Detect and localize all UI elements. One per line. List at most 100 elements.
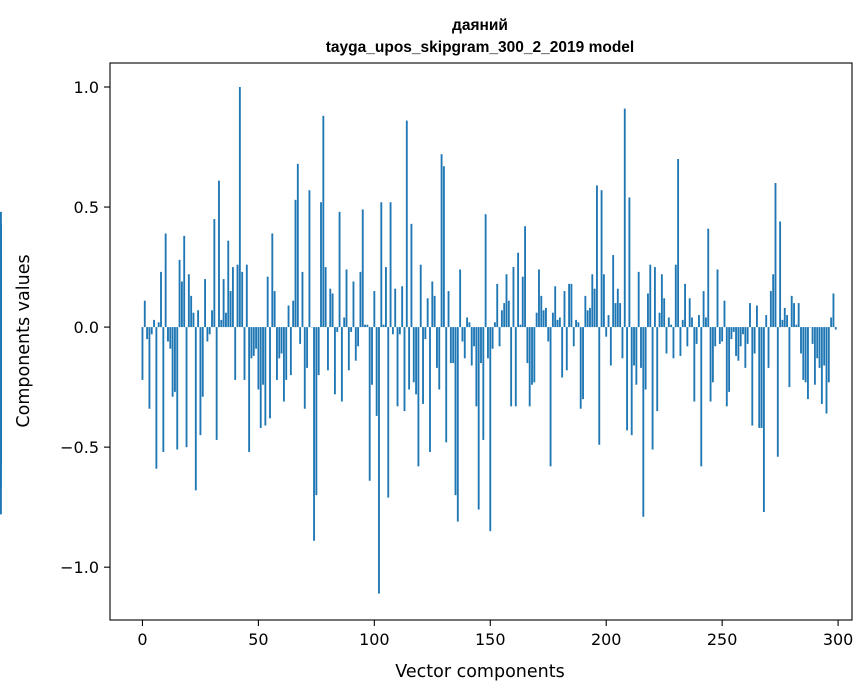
bar bbox=[227, 240, 230, 328]
bar bbox=[385, 267, 387, 328]
bar bbox=[568, 283, 571, 328]
bar bbox=[830, 317, 833, 328]
bar bbox=[333, 327, 336, 395]
bar bbox=[204, 279, 206, 328]
bar bbox=[500, 310, 503, 328]
bar bbox=[565, 327, 568, 371]
bar bbox=[679, 327, 682, 356]
bar bbox=[236, 264, 239, 328]
bar bbox=[647, 293, 649, 328]
chart-title-line-1: даяний bbox=[452, 17, 508, 34]
bar bbox=[762, 327, 765, 512]
bar bbox=[327, 327, 329, 371]
bar bbox=[352, 281, 355, 328]
bar bbox=[218, 180, 220, 328]
bar bbox=[271, 233, 274, 328]
bar bbox=[155, 327, 158, 469]
bar bbox=[584, 295, 587, 328]
bar bbox=[222, 279, 225, 328]
bar bbox=[257, 327, 260, 390]
bar bbox=[684, 283, 686, 328]
bar bbox=[816, 327, 819, 359]
y-tick-label: 0.5 bbox=[74, 198, 99, 217]
bar bbox=[255, 327, 258, 349]
bar bbox=[329, 288, 332, 328]
bar bbox=[656, 327, 659, 412]
bar bbox=[394, 288, 397, 328]
bar bbox=[487, 327, 489, 359]
y-axis-label: Components values bbox=[14, 254, 34, 427]
bar bbox=[276, 327, 278, 380]
bar bbox=[477, 327, 480, 510]
bar bbox=[482, 327, 485, 440]
bar bbox=[289, 327, 292, 376]
bar bbox=[491, 327, 494, 349]
bar bbox=[176, 327, 179, 450]
bar bbox=[178, 259, 181, 328]
bar bbox=[776, 327, 779, 457]
bar bbox=[324, 267, 327, 328]
bar bbox=[208, 327, 211, 335]
bar bbox=[171, 327, 174, 397]
bar bbox=[577, 322, 580, 328]
bar bbox=[336, 327, 339, 332]
bar bbox=[285, 327, 288, 380]
bar bbox=[489, 327, 492, 532]
bar bbox=[180, 281, 183, 328]
bar bbox=[403, 327, 406, 412]
bar bbox=[591, 274, 594, 328]
bar bbox=[517, 252, 520, 328]
bar bbox=[0, 327, 2, 464]
bar bbox=[795, 324, 798, 328]
bar bbox=[533, 327, 536, 383]
bar bbox=[593, 288, 596, 328]
bar bbox=[429, 327, 431, 452]
bar bbox=[197, 310, 200, 328]
bar bbox=[674, 264, 677, 328]
bar bbox=[141, 327, 144, 380]
bar bbox=[456, 327, 459, 522]
bar bbox=[338, 211, 341, 328]
bar bbox=[278, 327, 281, 359]
bar bbox=[693, 327, 696, 402]
bar bbox=[704, 317, 707, 328]
bar bbox=[735, 327, 737, 356]
bar bbox=[758, 327, 761, 428]
bar bbox=[781, 319, 784, 328]
bar bbox=[832, 293, 835, 328]
bar bbox=[313, 327, 315, 541]
bar bbox=[663, 298, 666, 328]
bar bbox=[248, 327, 251, 452]
bar bbox=[387, 327, 390, 498]
bar bbox=[558, 317, 561, 328]
bar bbox=[607, 315, 610, 328]
bar bbox=[772, 274, 775, 328]
bar bbox=[612, 255, 615, 328]
bar bbox=[262, 327, 264, 385]
bar bbox=[797, 303, 800, 328]
bar bbox=[470, 327, 473, 366]
x-tick-label: 150 bbox=[475, 630, 506, 649]
bar bbox=[825, 327, 828, 414]
bar bbox=[225, 312, 227, 328]
bar bbox=[269, 327, 271, 419]
bar bbox=[493, 322, 496, 328]
bar bbox=[343, 317, 346, 328]
bar bbox=[737, 327, 740, 361]
bar bbox=[637, 271, 640, 328]
bar bbox=[774, 183, 777, 328]
bar bbox=[463, 327, 466, 359]
bar bbox=[436, 327, 438, 368]
bar bbox=[273, 291, 276, 328]
bar bbox=[391, 327, 394, 335]
bar bbox=[721, 327, 724, 342]
bar bbox=[598, 327, 601, 445]
bar bbox=[753, 327, 756, 354]
bar bbox=[241, 271, 244, 328]
bar bbox=[702, 291, 705, 328]
bar bbox=[148, 327, 151, 409]
x-tick-label: 250 bbox=[707, 630, 738, 649]
bar bbox=[786, 315, 789, 328]
bar bbox=[756, 305, 758, 328]
bar bbox=[823, 327, 826, 366]
